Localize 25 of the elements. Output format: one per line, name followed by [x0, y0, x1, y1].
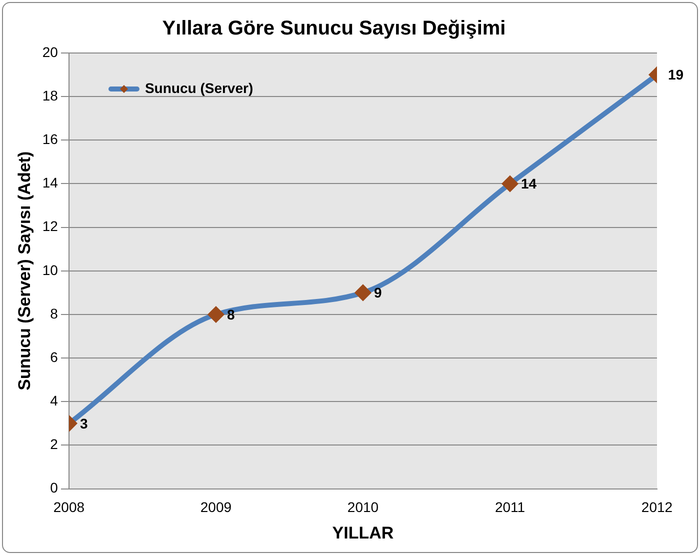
x-tick-label: 2008 — [53, 499, 85, 516]
x-tick-label: 2012 — [641, 499, 673, 516]
x-tick-label: 2011 — [494, 499, 526, 516]
y-tick-label: 2 — [50, 436, 58, 452]
x-axis-title: YILLAR — [332, 523, 394, 542]
y-tick-label: 10 — [42, 262, 58, 278]
point — [355, 285, 370, 300]
data-label: 19 — [668, 66, 684, 83]
y-axis-title: Sunucu (Server) Sayısı (Adet) — [14, 151, 34, 390]
data-label: 3 — [80, 415, 88, 432]
y-tick-label: 12 — [42, 218, 58, 234]
data-label: 14 — [520, 176, 537, 192]
y-tick-label: 8 — [50, 305, 58, 322]
y-tick-label: 18 — [42, 87, 58, 104]
y-tick-label: 14 — [42, 174, 58, 191]
y-tick-label: 0 — [50, 480, 58, 496]
data-label: 9 — [374, 284, 382, 301]
chart-title: Yıllara Göre Sunucu Sayısı Değişimi — [162, 18, 506, 40]
x-tick-label: 2010 — [347, 499, 379, 516]
legend-label: Sunucu (Server) — [144, 80, 254, 96]
y-tick-label: 20 — [42, 44, 58, 60]
y-tick-label: 6 — [50, 348, 58, 365]
y-tick-label: 4 — [50, 392, 58, 408]
x-tick-label: 2009 — [200, 499, 232, 516]
y-tick-label: 16 — [42, 131, 58, 148]
